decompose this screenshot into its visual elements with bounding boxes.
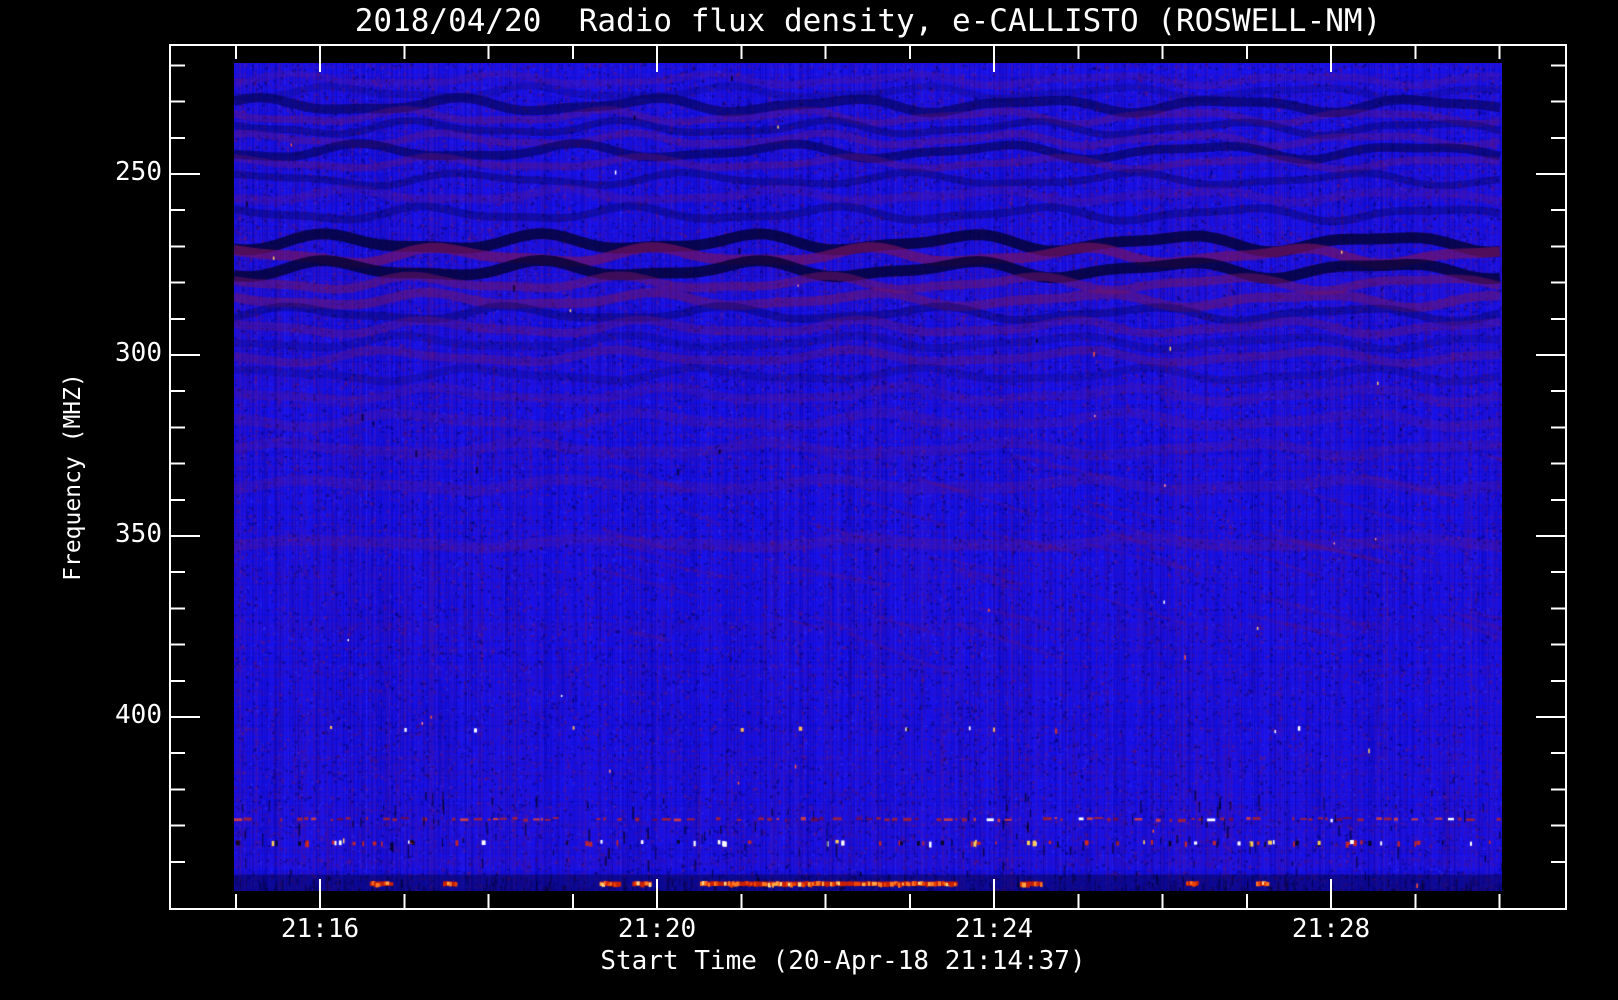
x-axis-title: Start Time (20-Apr-18 21:14:37)	[600, 946, 1086, 976]
x-tick-label: 21:24	[954, 914, 1034, 944]
spectrogram-plot-area	[234, 63, 1502, 891]
y-tick-label: 250	[115, 157, 162, 187]
y-tick-label: 350	[115, 519, 162, 549]
chart-title: 2018/04/20 Radio flux density, e-CALLIST…	[354, 3, 1382, 39]
x-tick-label: 21:16	[280, 914, 360, 944]
y-tick-label: 300	[115, 338, 162, 368]
x-tick-label: 21:20	[617, 914, 697, 944]
y-tick-label: 400	[115, 700, 162, 730]
x-tick-label: 21:28	[1291, 914, 1371, 944]
